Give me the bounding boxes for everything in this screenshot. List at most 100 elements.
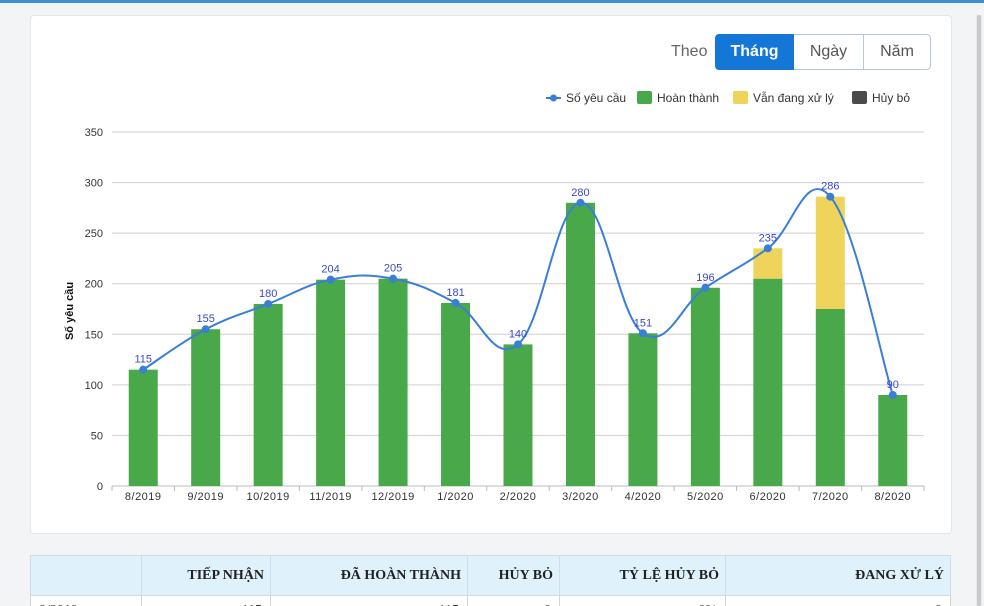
line-point[interactable] [701,283,710,292]
legend-swatch [852,91,867,104]
filter-month-button[interactable]: Tháng [715,34,794,70]
bar-processing[interactable] [815,196,845,309]
line-point[interactable] [451,298,460,307]
bar-completed[interactable] [128,369,158,486]
legend-item[interactable]: Số yêu cầu [546,91,626,105]
filter-year-button[interactable]: Năm [864,34,931,70]
summary-table: TIẾP NHẬN ĐÃ HOÀN THÀNH HỦY BỎ TỶ LỆ HỦY… [30,555,951,606]
scrollbar-thumb[interactable] [977,15,981,606]
x-tick-label: 6/2020 [750,491,787,503]
data-label: 140 [509,328,527,340]
bar-completed[interactable] [753,278,783,486]
y-axis-label: Số yêu cầu [64,282,76,340]
legend-label: Hủy bỏ [872,91,910,105]
legend-swatch [733,91,748,104]
line-point[interactable] [389,274,398,283]
col-completed-header: ĐÃ HOÀN THÀNH [270,555,468,596]
data-label: 286 [821,181,839,193]
bars [128,196,908,487]
bar-completed[interactable] [378,278,408,486]
legend-item[interactable]: Hủy bỏ [852,91,910,105]
y-tick-label: 100 [85,380,103,392]
data-label: 90 [887,379,899,391]
bar-completed[interactable] [503,344,533,486]
line-point[interactable] [638,329,647,338]
bar-completed[interactable] [565,202,595,487]
legend-label: Vẫn đang xử lý [753,90,834,105]
bar-completed[interactable] [878,394,908,486]
bar-completed[interactable] [191,329,221,486]
bar-completed[interactable] [316,279,346,486]
line-point[interactable] [576,198,585,207]
x-tick-label: 3/2020 [562,491,599,503]
cell-processing: 0 [725,595,951,606]
cell-period: 8/2019 [30,595,142,606]
series-line-requests [142,188,894,396]
data-label: 115 [134,354,152,366]
line-point[interactable] [326,275,335,284]
x-tick-label: 7/2020 [812,491,849,503]
cell-received: 115 [141,595,271,606]
line-point[interactable] [826,192,835,201]
data-label: 155 [197,313,215,325]
data-label: 204 [321,264,339,276]
legend-label: Số yêu cầu [566,91,626,105]
data-label: 151 [634,317,652,329]
top-accent-bar [0,0,984,3]
table-header-row: TIẾP NHẬN ĐÃ HOÀN THÀNH HỦY BỎ TỶ LỆ HỦY… [30,555,951,596]
x-tick-label: 2/2020 [500,491,537,503]
legend-line-marker [550,94,557,102]
col-received-header: TIẾP NHẬN [141,555,271,596]
data-label: 235 [759,232,777,244]
x-tick-label: 8/2019 [125,491,162,503]
bar-completed[interactable] [253,303,283,486]
data-labels: 115 155 180 204 205 181 140 280 151 196 235 286 90 [134,181,898,391]
x-tick-label: 1/2020 [437,491,474,503]
y-axis-ticks: 0 50 100 150 200 250 300 350 [85,127,103,493]
requests-chart: 0 50 100 150 200 250 300 350 8/2019 9/2019 10/201… [64,90,925,503]
y-tick-label: 0 [97,481,103,493]
legend-swatch [637,91,652,104]
filter-label: Theo [671,43,708,60]
x-tick-label: 11/2019 [309,491,351,503]
bar-completed[interactable] [815,309,845,486]
bar-completed[interactable] [628,333,658,486]
chart-card [30,15,952,534]
data-label: 180 [259,288,277,300]
data-label: 196 [696,272,714,284]
line-point[interactable] [139,365,148,374]
x-tick-label: 9/2019 [187,491,224,503]
y-tick-label: 300 [85,178,103,190]
line-point[interactable] [888,390,897,399]
y-tick-label: 350 [85,127,103,139]
line-point[interactable] [264,299,273,308]
bar-processing[interactable] [753,248,783,279]
x-axis-ticks: 8/2019 9/2019 10/2019 11/2019 12/2019 1/2020 2… [111,486,925,503]
x-tick-label: 4/2020 [625,491,662,503]
line-points [139,192,897,399]
col-processing-header: ĐANG XỬ LÝ [725,555,951,596]
line-point[interactable] [201,325,210,334]
legend-label: Hoàn thành [657,91,719,105]
cell-cancel-rate: 0% [559,595,726,606]
legend-item[interactable]: Vẫn đang xử lý [733,90,834,105]
y-tick-label: 150 [85,329,103,341]
x-tick-label: 12/2019 [371,491,414,503]
cell-completed: 115 [270,595,468,606]
data-label: 280 [571,187,589,199]
col-cancel-rate-header: TỶ LỆ HỦY BỎ [559,555,726,596]
cell-canceled: 0 [467,595,560,606]
x-tick-label: 10/2019 [247,491,290,503]
y-tick-label: 50 [91,430,103,442]
filter-day-button[interactable]: Ngày [794,34,864,70]
y-tick-label: 200 [85,279,103,291]
line-point[interactable] [763,244,772,253]
legend: Số yêu cầu Hoàn thành Vẫn đang xử lý Hủy bỏ [546,90,910,105]
col-canceled-header: HỦY BỎ [467,555,560,596]
data-label: 181 [446,287,464,299]
y-tick-label: 250 [85,228,103,240]
bar-completed[interactable] [690,287,720,486]
legend-item[interactable]: Hoàn thành [637,91,719,105]
line-point[interactable] [514,340,522,349]
bar-completed[interactable] [441,302,471,486]
